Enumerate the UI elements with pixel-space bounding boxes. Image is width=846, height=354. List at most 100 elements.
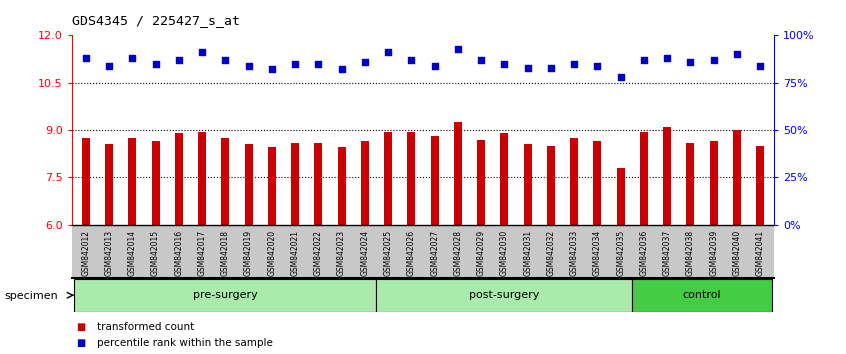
Text: specimen: specimen	[4, 291, 58, 301]
Point	[288, 61, 302, 67]
Bar	[338, 148, 346, 225]
Text: GDS4345 / 225427_s_at: GDS4345 / 225427_s_at	[72, 14, 240, 27]
Text: GSM842035: GSM842035	[616, 230, 625, 276]
Point	[102, 63, 116, 69]
Point	[149, 61, 162, 67]
Point	[614, 74, 628, 80]
Point	[404, 57, 418, 63]
Bar	[376, 279, 632, 312]
Point	[242, 63, 255, 69]
Bar	[477, 139, 486, 225]
Text: GSM842039: GSM842039	[709, 230, 718, 276]
Point	[497, 61, 511, 67]
Text: GSM842031: GSM842031	[523, 230, 532, 276]
Bar	[74, 279, 376, 312]
Text: GSM842036: GSM842036	[640, 230, 648, 276]
Bar	[198, 132, 206, 225]
Point	[568, 61, 581, 67]
Point	[265, 67, 278, 72]
Text: GSM842017: GSM842017	[198, 230, 206, 276]
Bar	[686, 143, 695, 225]
Text: GSM842020: GSM842020	[267, 230, 277, 276]
Text: GSM842028: GSM842028	[453, 230, 463, 276]
Text: GSM842033: GSM842033	[569, 230, 579, 276]
Text: GSM842021: GSM842021	[291, 230, 299, 276]
Point	[311, 61, 325, 67]
Bar	[175, 133, 183, 225]
Text: GSM842032: GSM842032	[547, 230, 555, 276]
Text: GSM842012: GSM842012	[81, 230, 91, 276]
Text: GSM842037: GSM842037	[662, 230, 672, 276]
Bar	[82, 138, 90, 225]
Point	[358, 59, 371, 65]
Text: GSM842034: GSM842034	[593, 230, 602, 276]
Bar	[407, 132, 415, 225]
Text: GSM842022: GSM842022	[314, 230, 323, 276]
Text: control: control	[683, 290, 722, 300]
Text: GSM842030: GSM842030	[500, 230, 509, 276]
Point	[475, 57, 488, 63]
Text: transformed count: transformed count	[97, 322, 195, 332]
Point	[125, 55, 139, 61]
Text: GSM842019: GSM842019	[244, 230, 253, 276]
Bar	[105, 144, 113, 225]
Point	[195, 50, 209, 55]
Bar	[640, 132, 648, 225]
Text: GSM842041: GSM842041	[755, 230, 765, 276]
Bar	[524, 144, 531, 225]
Bar	[129, 138, 136, 225]
Bar	[453, 122, 462, 225]
Point	[428, 63, 442, 69]
Point	[79, 55, 92, 61]
Text: GSM842038: GSM842038	[686, 230, 695, 276]
Point	[730, 51, 744, 57]
Point	[521, 65, 535, 70]
Text: GSM842025: GSM842025	[383, 230, 393, 276]
Bar	[151, 141, 160, 225]
Text: GSM842014: GSM842014	[128, 230, 137, 276]
Bar	[500, 133, 508, 225]
Bar	[617, 168, 624, 225]
Text: GSM842040: GSM842040	[733, 230, 741, 276]
Bar	[360, 141, 369, 225]
Text: percentile rank within the sample: percentile rank within the sample	[97, 338, 273, 348]
Bar	[632, 279, 772, 312]
Text: post-surgery: post-surgery	[470, 290, 540, 300]
Point	[707, 57, 721, 63]
Bar	[710, 141, 717, 225]
Bar	[244, 144, 253, 225]
Point	[382, 50, 395, 55]
Bar	[663, 127, 671, 225]
Point	[754, 63, 767, 69]
Text: GSM842029: GSM842029	[476, 230, 486, 276]
Text: GSM842016: GSM842016	[174, 230, 184, 276]
Bar	[431, 136, 439, 225]
Point	[172, 57, 185, 63]
Bar	[268, 148, 276, 225]
Bar	[756, 146, 764, 225]
Bar	[384, 132, 393, 225]
Text: pre-surgery: pre-surgery	[193, 290, 258, 300]
Point	[591, 63, 604, 69]
Point	[451, 46, 464, 51]
Bar	[291, 143, 299, 225]
Bar	[315, 143, 322, 225]
Point	[335, 67, 349, 72]
Text: GSM842018: GSM842018	[221, 230, 230, 276]
Point	[637, 57, 651, 63]
Text: ■: ■	[76, 338, 85, 348]
Bar	[222, 138, 229, 225]
Text: GSM842027: GSM842027	[430, 230, 439, 276]
Point	[218, 57, 232, 63]
Text: GSM842013: GSM842013	[105, 230, 113, 276]
Point	[684, 59, 697, 65]
Bar	[733, 130, 741, 225]
Bar	[593, 141, 602, 225]
Text: GSM842015: GSM842015	[151, 230, 160, 276]
Text: ■: ■	[76, 322, 85, 332]
Bar	[547, 146, 555, 225]
Point	[661, 55, 674, 61]
Text: GSM842023: GSM842023	[337, 230, 346, 276]
Point	[544, 65, 558, 70]
Text: GSM842026: GSM842026	[407, 230, 416, 276]
